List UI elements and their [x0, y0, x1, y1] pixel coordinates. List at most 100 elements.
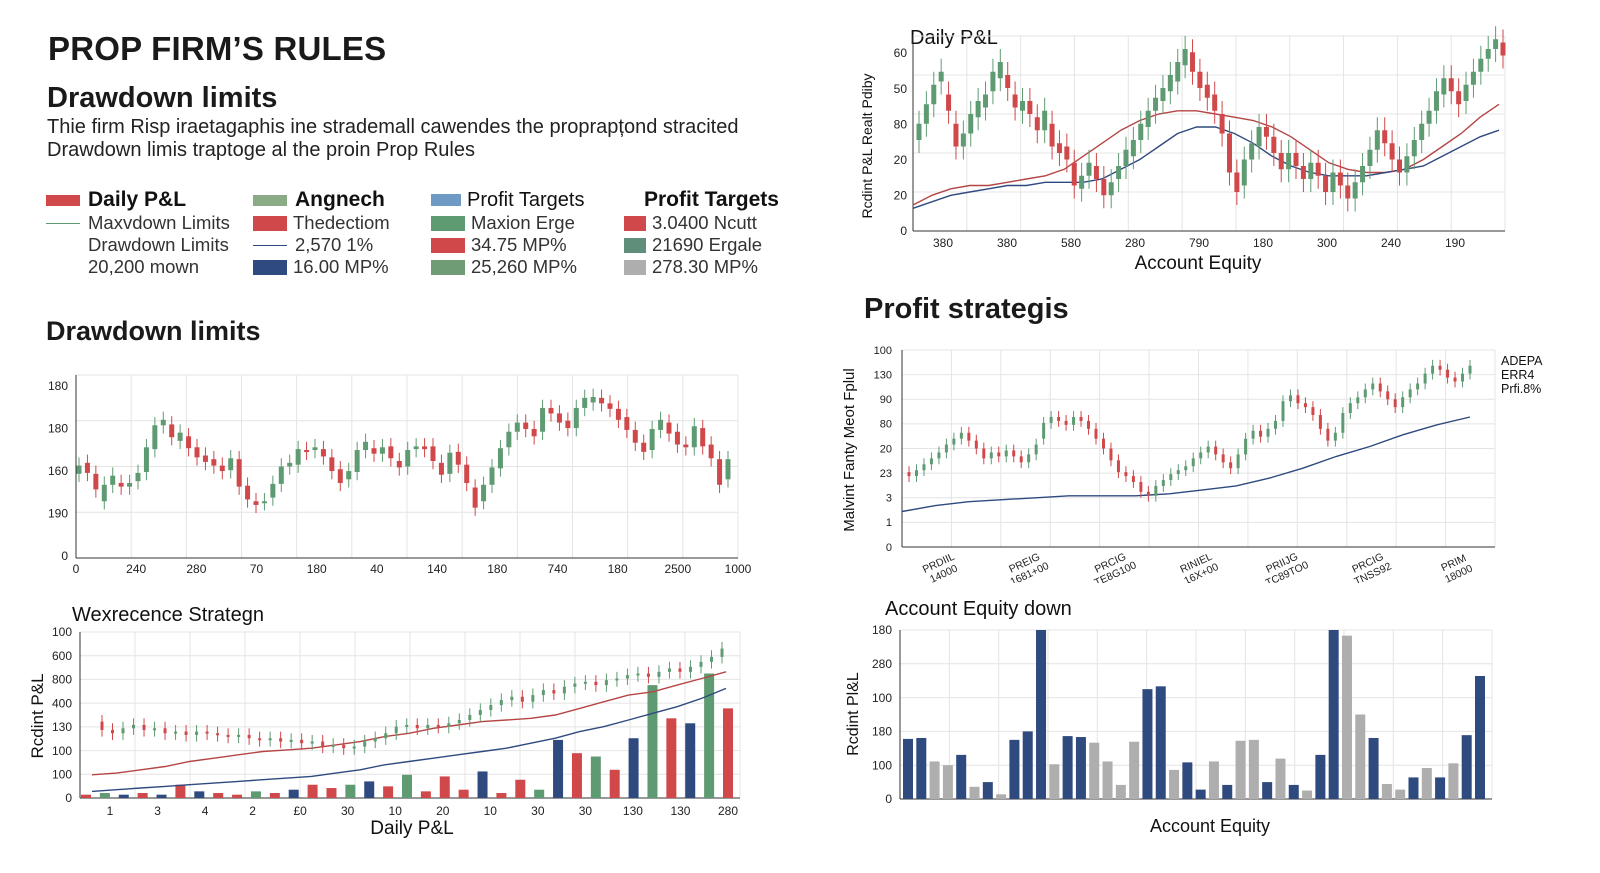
y-tick-label: 0	[65, 791, 72, 805]
candle	[481, 484, 487, 502]
candle	[658, 419, 664, 430]
bar	[477, 771, 488, 798]
candle	[1456, 91, 1462, 105]
candle	[666, 422, 672, 434]
candle	[1263, 127, 1269, 137]
bar	[1009, 739, 1020, 799]
candle	[247, 734, 251, 739]
chart-title: Daily P&L	[910, 27, 998, 49]
candle	[352, 746, 356, 749]
candle	[959, 432, 963, 439]
y-axis-title: Malvint Fanty Meot Fplul	[841, 368, 858, 531]
candle	[1411, 140, 1417, 157]
candle	[1293, 153, 1299, 166]
candle	[261, 501, 267, 504]
candle	[135, 472, 141, 482]
candle	[1161, 480, 1165, 486]
candle	[447, 723, 451, 727]
x-tick-label: 180	[307, 562, 327, 576]
candle	[472, 487, 478, 508]
candle	[1426, 110, 1432, 124]
bar	[1036, 630, 1047, 799]
x-tick-label: PRIM18000	[1438, 552, 1475, 583]
bar	[685, 723, 696, 798]
candle	[270, 483, 276, 498]
description: Thie firm Risp iraetagaphis ine stradema…	[47, 116, 807, 162]
y-tick-label: 60	[894, 46, 908, 60]
candle	[304, 450, 310, 453]
candle	[489, 467, 495, 485]
candle	[1169, 474, 1173, 481]
candle	[968, 114, 974, 134]
candle	[111, 729, 115, 734]
candle	[1386, 391, 1390, 400]
candle	[1374, 130, 1380, 150]
candle	[202, 455, 208, 462]
candle	[1146, 491, 1150, 496]
description-line-2: Drawdown limis traptoge al the proin Pro…	[47, 139, 475, 161]
candle	[1093, 166, 1099, 179]
y-axis-title: Rcdint P&L	[28, 673, 47, 758]
y-tick-label: 180	[872, 623, 892, 637]
candle	[1416, 383, 1420, 390]
light-blue-swatch	[431, 194, 461, 206]
candle	[607, 403, 613, 409]
candle	[219, 465, 225, 472]
candle	[388, 446, 394, 459]
candle	[632, 429, 638, 443]
side-label: ERR4	[1501, 368, 1534, 382]
x-tick-label: 130	[623, 804, 643, 818]
green-line-swatch	[46, 222, 80, 224]
green-swatch	[431, 259, 465, 275]
red-swatch	[624, 215, 646, 231]
x-tick-label: 240	[126, 562, 146, 576]
candle	[268, 738, 272, 741]
candle	[982, 448, 986, 459]
candle	[1086, 162, 1092, 176]
bar	[969, 786, 980, 799]
bar	[288, 789, 299, 798]
bar	[439, 776, 450, 798]
weighted-strategy-chart: Wexrecence Strategn100600800400130100100…	[28, 604, 741, 839]
bar	[345, 784, 356, 798]
candle	[118, 482, 124, 487]
candle	[1244, 438, 1248, 455]
candle	[683, 444, 689, 448]
x-tick-label: 300	[1317, 236, 1337, 250]
legend-table: Daily P&L Maxvdown Limits Drawdown Limit…	[46, 188, 826, 283]
candle	[1251, 430, 1255, 439]
bar	[1421, 768, 1432, 799]
candle	[1190, 52, 1196, 72]
candle	[725, 459, 731, 480]
candle	[245, 485, 251, 500]
x-tick-label: 20	[436, 804, 450, 818]
gray-swatch	[624, 259, 646, 275]
bar	[1381, 783, 1392, 799]
candle	[163, 728, 167, 734]
candle	[556, 413, 562, 423]
candle	[1453, 377, 1457, 382]
y-tick-label: 180	[48, 422, 68, 436]
candle	[922, 464, 926, 471]
candle	[720, 648, 724, 657]
candle	[1259, 430, 1263, 437]
bar	[175, 784, 186, 798]
navy-swatch	[253, 259, 287, 275]
candle	[953, 123, 959, 147]
bar	[1102, 761, 1113, 799]
candle	[699, 661, 703, 667]
candle	[237, 734, 241, 737]
page-title: PROP FIRM’S RULES	[48, 30, 387, 67]
bar	[590, 756, 601, 798]
candle	[1318, 415, 1322, 429]
candle	[422, 446, 428, 450]
description-line-1: Thie firm Risp iraetagaphis ine stradema…	[47, 116, 739, 138]
candle	[1079, 416, 1083, 421]
candle	[717, 459, 723, 485]
candle	[674, 431, 680, 445]
candle	[1404, 156, 1410, 173]
x-tick-label: 280	[718, 804, 738, 818]
candle	[1214, 446, 1218, 455]
candle	[1378, 383, 1382, 392]
